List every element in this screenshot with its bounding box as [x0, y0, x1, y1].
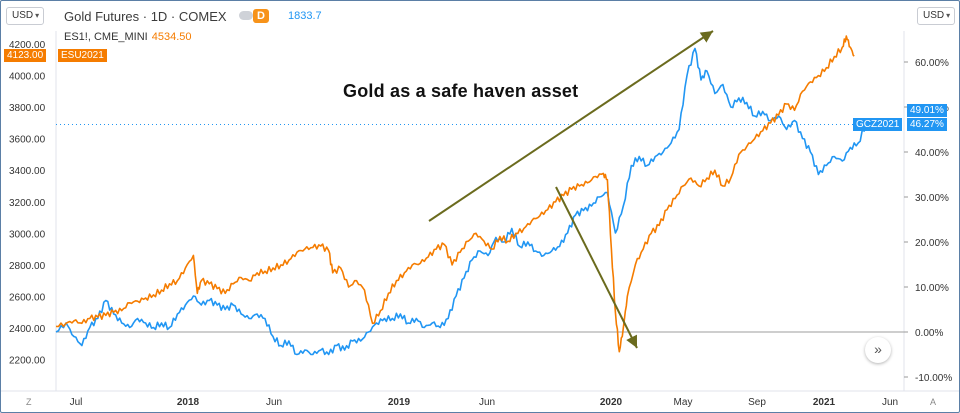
right-tick-label: 60.00%	[915, 58, 949, 69]
left-tick-label: 2600.00	[9, 292, 46, 303]
left-currency-label: USD	[12, 10, 34, 21]
x-tick-label: Jun	[882, 397, 898, 408]
double-chevron-right-icon: »	[874, 341, 882, 357]
symbol-title[interactable]: Gold Futures · 1D · COMEX	[64, 9, 227, 24]
chevron-down-icon: ▾	[35, 11, 40, 20]
x-tick-label: 2018	[177, 397, 200, 408]
zoom-reset-label[interactable]: Z	[26, 397, 32, 407]
right-tick-label: 40.00%	[915, 148, 949, 159]
left-tick-label: 3200.00	[9, 198, 46, 209]
right-tick-label: -10.00%	[915, 373, 952, 384]
right-pct-top-tag: 49.01%	[907, 104, 947, 117]
right-tick-label: 20.00%	[915, 238, 949, 249]
left-tick-label: 4200.00	[9, 40, 46, 51]
series-line-GCZ2021	[55, 47, 867, 356]
chevron-down-icon: ▾	[946, 11, 951, 20]
left-tick-label: 3800.00	[9, 103, 46, 114]
right-currency-label: USD	[923, 10, 945, 21]
crash-arrow	[555, 186, 638, 349]
compare-price: 4534.50	[151, 31, 192, 43]
right-symbol-tag: GCZ2021	[853, 118, 903, 131]
left-tick-label: 3600.00	[9, 135, 46, 146]
x-tick-label: May	[674, 397, 693, 408]
visibility-toggle-icon[interactable]	[239, 11, 253, 20]
left-price-tag: 4123.00	[4, 49, 47, 62]
right-tick-label: 30.00%	[915, 193, 949, 204]
left-tick-label: 2200.00	[9, 356, 46, 367]
left-symbol-tag: ESU2021	[58, 49, 107, 62]
scroll-to-realtime-button[interactable]: »	[865, 337, 891, 363]
right-currency-selector[interactable]: USD ▾	[917, 7, 956, 25]
compare-legend[interactable]: ES1!, CME_MINI 4534.50	[64, 31, 192, 43]
left-tick-label: 2800.00	[9, 261, 46, 272]
x-tick-label: 2021	[813, 397, 836, 408]
left-tick-label: 2400.00	[9, 324, 46, 335]
x-tick-label: 2019	[388, 397, 411, 408]
left-tick-label: 3400.00	[9, 166, 46, 177]
left-tick-label: 4000.00	[9, 72, 46, 83]
x-tick-label: Jun	[479, 397, 495, 408]
auto-scale-label[interactable]: A	[930, 397, 937, 407]
right-pct-bottom-tag: 46.27%	[907, 118, 947, 131]
x-tick-label: Sep	[748, 397, 766, 408]
right-tick-label: 10.00%	[915, 283, 949, 294]
left-currency-selector[interactable]: USD ▾	[6, 7, 45, 25]
left-tick-label: 3000.00	[9, 229, 46, 240]
x-tick-label: 2020	[600, 397, 623, 408]
annotation-text: Gold as a safe haven asset	[343, 81, 579, 101]
x-tick-label: Jun	[266, 397, 282, 408]
interval-badge: D	[253, 9, 269, 23]
right-tick-label: 0.00%	[915, 328, 943, 339]
last-price: 1833.7	[288, 10, 322, 22]
uptrend-arrow	[428, 30, 714, 222]
compare-symbol: ES1!, CME_MINI	[64, 31, 148, 43]
x-tick-label: Jul	[70, 397, 83, 408]
series-line-ESU2021	[55, 35, 855, 353]
